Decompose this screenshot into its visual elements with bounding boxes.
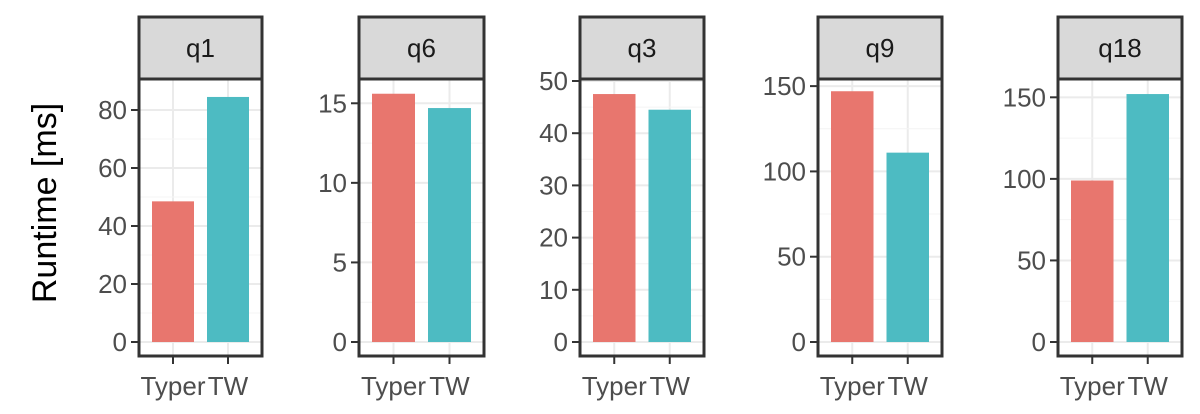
y-tick-label: 50: [777, 242, 806, 272]
y-tick-label: 0: [113, 327, 127, 357]
facet-title: q9: [866, 33, 895, 63]
bar-q18-typer: [1071, 180, 1114, 342]
bar-q9-typer: [831, 91, 874, 342]
bar-q6-tw: [428, 108, 471, 343]
x-tick-label: Typer: [361, 371, 426, 401]
bar-q1-tw: [207, 96, 249, 342]
y-tick-label: 10: [539, 275, 568, 305]
y-tick-label: 100: [763, 156, 806, 186]
y-tick-label: 5: [333, 247, 347, 277]
y-tick-label: 50: [539, 66, 568, 96]
y-tick-label: 0: [554, 327, 568, 357]
bar-q6-typer: [372, 93, 415, 342]
facet-q3: q3 0 10 20 30 40 50 Typer TW: [539, 15, 706, 401]
facet-q9: q9 0 50 100 150 Typer TW: [763, 15, 944, 401]
facet-title: q6: [407, 33, 436, 63]
bar-q9-tw: [886, 152, 929, 342]
y-tick-label: 0: [792, 327, 806, 357]
y-tick-label: 40: [98, 211, 127, 241]
y-axis-label: Runtime [ms]: [26, 103, 64, 303]
facet-strip: [578, 15, 706, 81]
bar-q1-typer: [152, 201, 194, 342]
facet-strip: [137, 15, 264, 81]
y-tick-label: 100: [1003, 164, 1046, 194]
facet-strip: [357, 15, 486, 81]
y-tick-label: 50: [1017, 245, 1046, 275]
y-tick-label: 20: [98, 269, 127, 299]
facet-title: q18: [1098, 33, 1141, 63]
facet-title: q1: [186, 33, 215, 63]
y-tick-label: 150: [763, 71, 806, 101]
facet-title: q3: [628, 33, 657, 63]
facet-strip: [816, 15, 944, 81]
x-tick-label: TW: [429, 371, 470, 401]
y-tick-label: 40: [539, 118, 568, 148]
facet-q18: q18 0 50 100 150 Typer TW: [1003, 15, 1184, 401]
y-tick-label: 10: [318, 168, 347, 198]
x-tick-label: TW: [650, 371, 691, 401]
y-tick-label: 60: [98, 153, 127, 183]
y-tick-label: 0: [1032, 327, 1046, 357]
facet-strip: [1056, 15, 1184, 81]
bar-q3-tw: [648, 109, 691, 343]
y-tick-label: 150: [1003, 82, 1046, 112]
x-tick-label: Typer: [1060, 371, 1125, 401]
x-tick-label: TW: [888, 371, 929, 401]
bar-q3-typer: [593, 94, 636, 342]
facet-q1: q1 0 20 40 60 80 Typer TW: [98, 15, 264, 401]
y-tick-label: 20: [539, 223, 568, 253]
x-tick-label: Typer: [820, 371, 885, 401]
bar-q18-tw: [1126, 94, 1169, 342]
x-tick-label: Typer: [582, 371, 647, 401]
facet-q6: q6 0 5 10 15 Typer TW: [318, 15, 486, 401]
x-tick-label: TW: [1128, 371, 1169, 401]
x-tick-label: TW: [208, 371, 249, 401]
y-tick-label: 15: [318, 88, 347, 118]
y-tick-label: 30: [539, 170, 568, 200]
y-tick-label: 0: [333, 327, 347, 357]
x-tick-label: Typer: [140, 371, 205, 401]
y-tick-label: 80: [98, 95, 127, 125]
